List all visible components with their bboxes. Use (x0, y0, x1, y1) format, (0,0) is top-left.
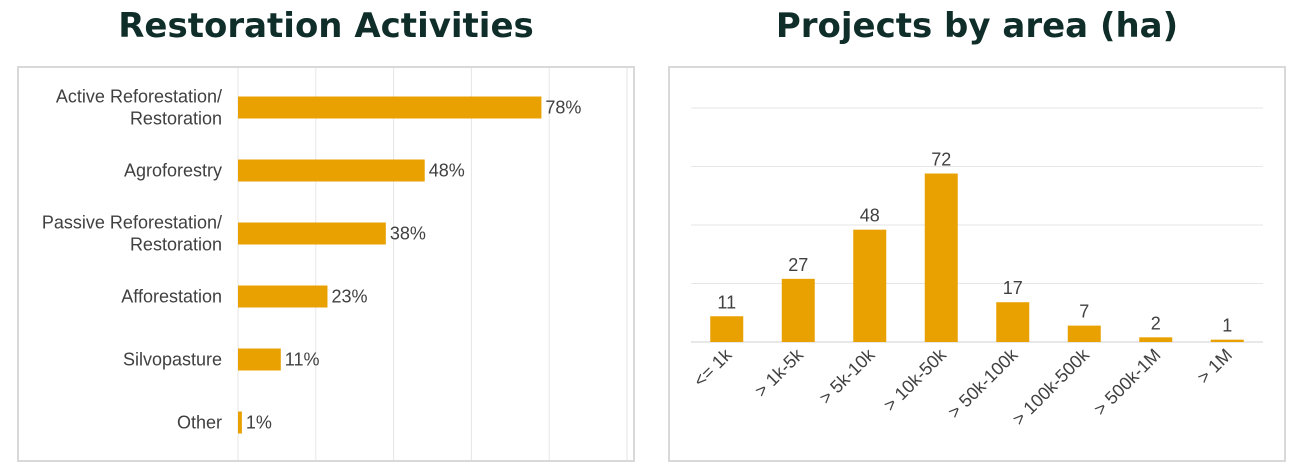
bar (924, 173, 958, 342)
category-label: Silvopasture (123, 350, 222, 370)
category-label-line: Restoration (130, 235, 222, 255)
x-tick-label: <= 1k (690, 344, 737, 391)
x-tick-label: > 5k-10k (815, 344, 879, 408)
bar (1139, 337, 1173, 342)
x-tick-label: > 100k-500k (1009, 344, 1094, 429)
x-tick-label: > 500k-1M (1090, 345, 1165, 420)
projects-by-area-chart-panel: 11 <= 1k 27 > 1k-5k 48 > 5k-10k 72 > 10k-50k 17 >… (668, 66, 1286, 462)
data-label: 48 (860, 206, 880, 226)
category-label: Agroforestry (124, 161, 222, 181)
bar (1210, 339, 1244, 342)
chart-title-projects-by-area: Projects by area (ha) (775, 6, 1179, 46)
data-label: 11% (285, 350, 320, 370)
category-label: Active Reforestation/Restoration (56, 87, 222, 129)
data-label: 48% (429, 161, 465, 181)
bar (710, 316, 744, 342)
data-label: 1% (246, 413, 272, 433)
x-tick-label: > 50k-100k (944, 344, 1022, 422)
category-label-line: Other (177, 413, 222, 433)
data-label: 11 (717, 292, 736, 312)
data-label: 72 (931, 150, 951, 170)
bar (238, 222, 386, 245)
category-label: Other (177, 413, 222, 433)
data-label: 7 (1079, 302, 1089, 322)
category-label-line: Active Reforestation/ (56, 87, 222, 107)
bar (781, 278, 815, 342)
bar (238, 348, 281, 371)
data-label: 78% (545, 98, 581, 118)
category-label-line: Agroforestry (124, 161, 222, 181)
restoration-activities-chart: 78% Active Reforestation/Restoration 48% Ag… (42, 68, 628, 460)
data-label: 17 (1003, 278, 1023, 298)
data-label: 27 (788, 255, 808, 275)
category-label: Passive Reforestation/Restoration (42, 213, 222, 255)
data-label: 2 (1151, 313, 1161, 333)
x-tick-label: > 1k-5k (751, 344, 808, 401)
category-label: Afforestation (121, 287, 222, 307)
category-label-line: Passive Reforestation/ (42, 213, 222, 233)
data-label: 23% (331, 287, 367, 307)
bar (1067, 325, 1101, 342)
x-tick-label: > 10k-50k (880, 344, 951, 415)
data-label: 38% (390, 224, 426, 244)
bar (238, 159, 425, 182)
bar (996, 302, 1030, 342)
x-tick-label: > 1M (1193, 345, 1236, 388)
category-label-line: Silvopasture (123, 350, 222, 370)
category-label-line: Afforestation (121, 287, 222, 307)
bar (238, 411, 242, 434)
bar (238, 96, 542, 119)
chart-title-restoration-activities: Restoration Activities (118, 6, 534, 46)
category-label-line: Restoration (130, 109, 222, 129)
restoration-activities-chart-panel: 78% Active Reforestation/Restoration 48% Ag… (17, 66, 635, 462)
data-label: 1 (1222, 316, 1232, 336)
bar (853, 229, 887, 342)
bar (238, 285, 328, 308)
